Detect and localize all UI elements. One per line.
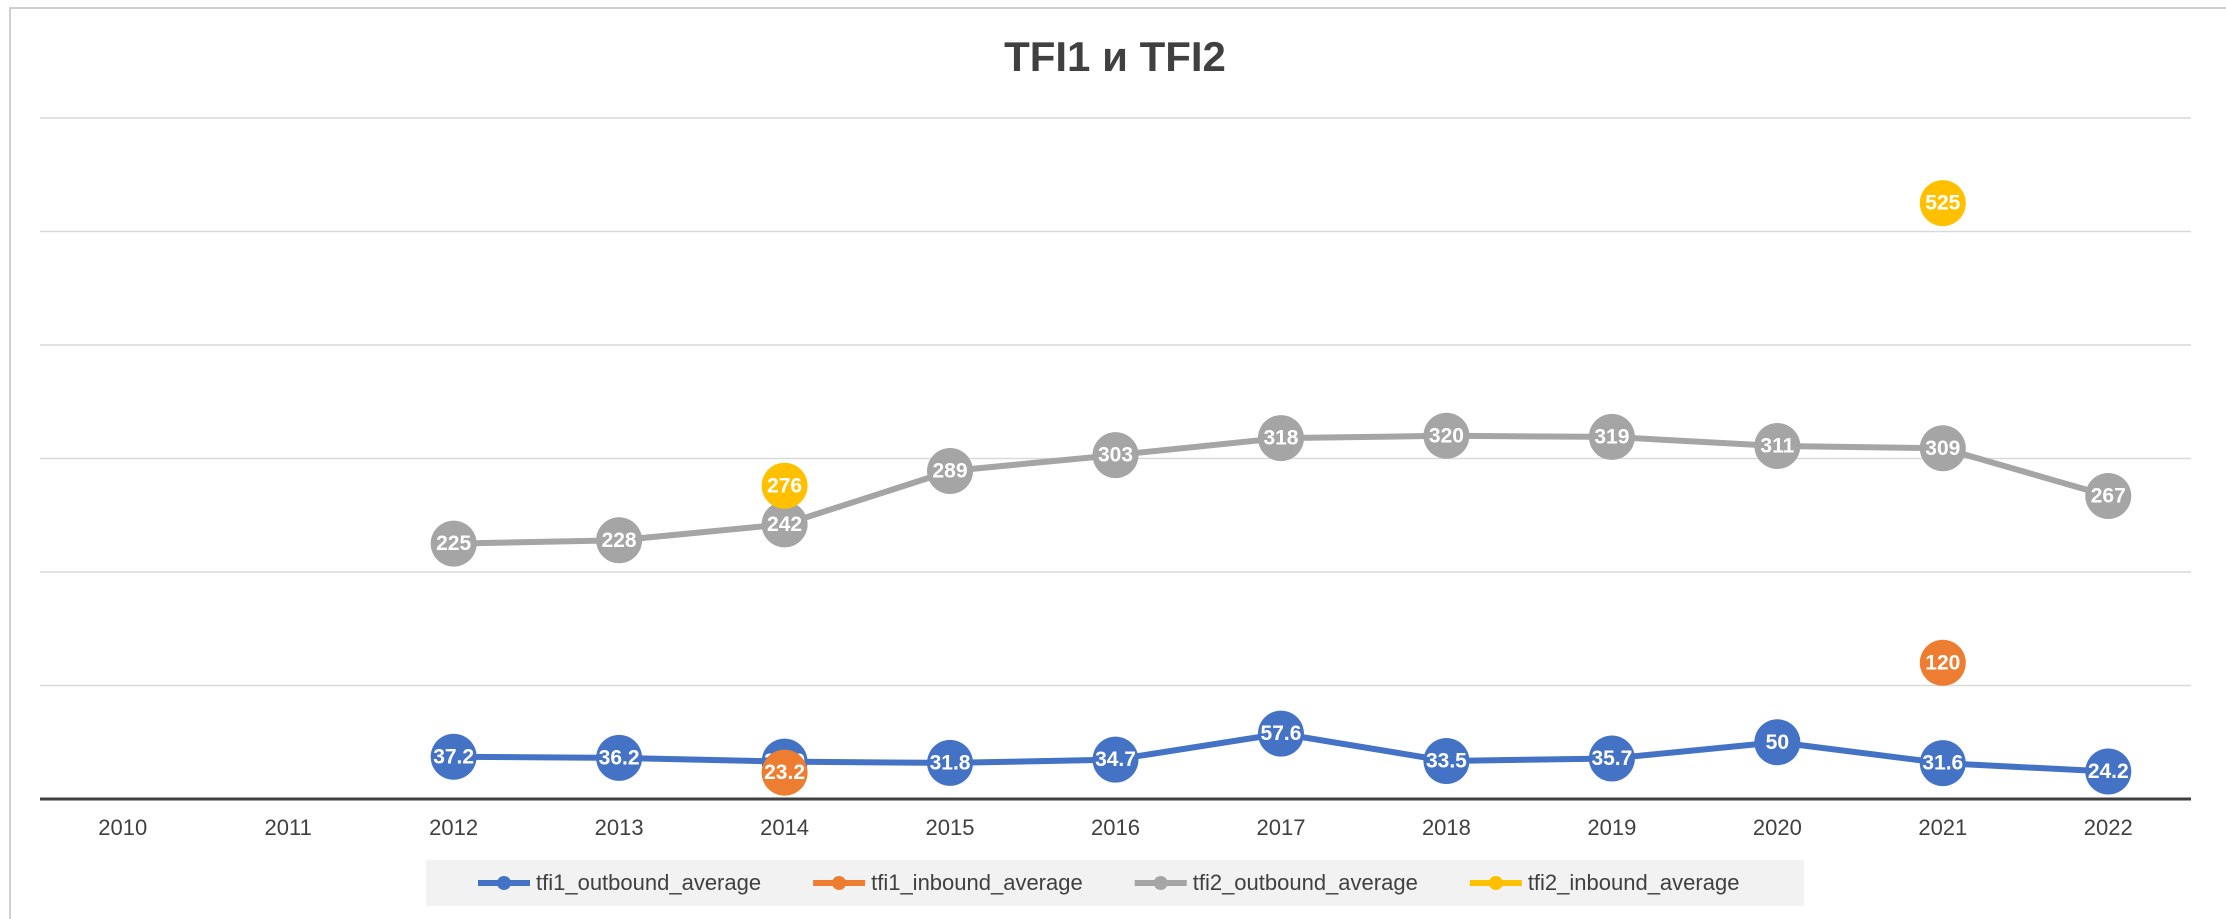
data-point [430,733,477,780]
x-tick-label: 2010 [98,815,147,840]
data-label: 311 [1760,435,1794,458]
x-tick-label: 2012 [429,815,478,840]
data-label: 303 [1098,444,1133,467]
data-label: 318 [1263,427,1298,450]
data-label: 57.6 [1261,722,1302,745]
data-label: 276 [767,474,802,497]
data-point [761,501,808,548]
data-point [1423,412,1470,459]
data-point [1588,413,1635,460]
data-label: 35.7 [1591,747,1632,770]
data-point [1092,432,1139,479]
data-label: 309 [1925,437,1960,460]
x-tick-label: 2020 [1753,815,1802,840]
data-point [596,517,643,564]
legend-label: tfi1_outbound_average [536,870,761,895]
data-label: 120 [1925,651,1960,674]
x-tick-label: 2019 [1587,815,1636,840]
data-point [1588,735,1635,782]
data-point [1754,423,1801,470]
x-tick-label: 2013 [595,815,644,840]
data-label: 31.6 [1922,752,1963,775]
data-point [927,447,974,494]
x-tick-label: 2011 [265,815,312,840]
chart-title: TFI1 и TFI2 [1004,33,1226,80]
legend-swatch-marker [1153,876,1168,890]
data-label: 242 [767,513,802,536]
data-point [927,739,974,786]
data-point [1919,425,1966,472]
data-label: 228 [602,529,637,552]
data-label: 267 [2091,485,2126,508]
x-tick-label: 2015 [926,815,975,840]
x-tick-label: 2022 [2084,815,2133,840]
legend-label: tfi1_inbound_average [871,870,1083,895]
data-point [430,520,477,567]
data-label: 225 [436,532,471,555]
legend-label: tfi2_outbound_average [1193,870,1418,895]
data-point [1919,740,1966,787]
data-point [2085,748,2132,795]
x-tick-label: 2018 [1422,815,1471,840]
legend-swatch-marker [832,876,847,890]
x-tick-label: 2016 [1091,815,1140,840]
data-label: 36.2 [599,746,640,769]
data-label: 525 [1925,192,1960,215]
data-label: 24.2 [2088,760,2129,783]
legend-swatch-marker [1488,876,1503,890]
legend-label: tfi2_inbound_average [1528,870,1740,895]
x-tick-label: 2014 [760,815,809,840]
data-label: 31.8 [930,751,971,774]
data-label: 37.2 [433,745,474,768]
data-point [1257,710,1304,757]
data-point [1423,737,1470,784]
data-point [1919,180,1966,227]
legend-box [426,860,1804,906]
data-point [1754,719,1801,766]
data-point [761,462,808,509]
x-tick-label: 2017 [1256,815,1305,840]
data-point [1092,736,1139,783]
data-label: 33.5 [1426,750,1467,773]
data-point [761,749,808,796]
legend-swatch-marker [497,876,511,890]
data-point [1257,415,1304,462]
data-label: 320 [1429,424,1464,447]
data-label: 289 [933,460,968,483]
data-label: 319 [1594,425,1629,448]
data-label: 50 [1766,731,1789,754]
data-point [2085,472,2132,519]
data-point [596,734,643,781]
data-label: 23.2 [764,761,805,784]
x-tick-label: 2021 [1918,815,1967,840]
data-label: 34.7 [1095,748,1136,771]
data-point [1919,639,1966,686]
